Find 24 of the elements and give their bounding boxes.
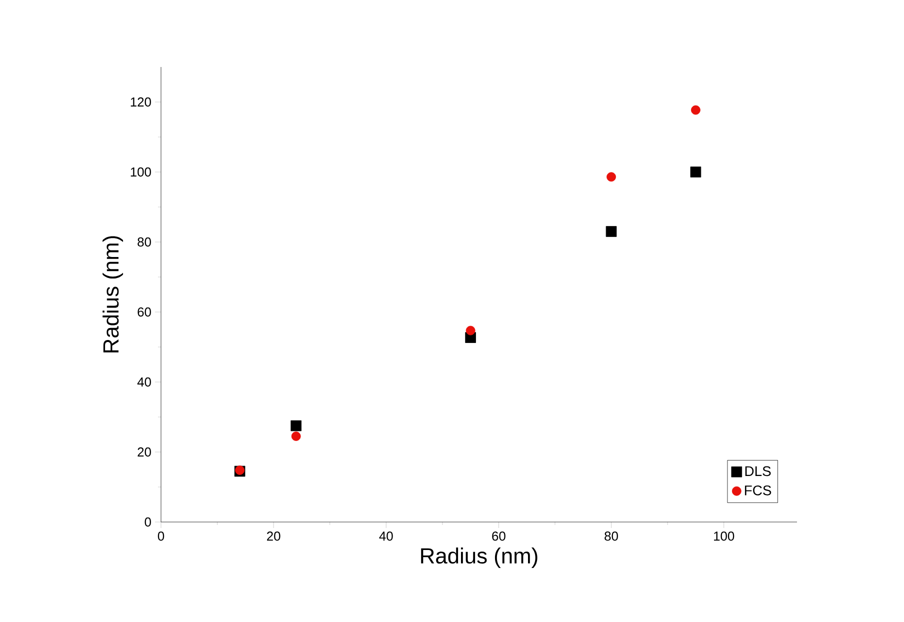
point — [690, 166, 702, 178]
y-tick-label: 80 — [138, 237, 151, 247]
y-tick-label: 40 — [137, 377, 151, 387]
point — [290, 420, 302, 432]
x-tick-label: 80 — [604, 532, 618, 541]
x-tick-label: 20 — [267, 532, 280, 541]
point — [606, 226, 617, 237]
point — [291, 432, 301, 441]
x-tick-label: 0 — [158, 532, 164, 541]
y-tick-label: 20 — [138, 447, 151, 457]
legend-label: DLS — [745, 466, 771, 476]
y-axis-title: Radius (nm) — [102, 236, 124, 352]
point — [606, 172, 616, 182]
y-tick-label: 100 — [130, 167, 151, 177]
point — [466, 326, 476, 336]
y-tick-label: 120 — [130, 97, 151, 107]
x-axis-title: Radius (nm) — [421, 548, 538, 568]
x-tick-label: 60 — [492, 532, 506, 541]
y-tick-label: 60 — [138, 307, 151, 317]
legend-label: FCS — [744, 485, 772, 496]
x-tick-label: 100 — [714, 532, 734, 541]
y-tick-label: 0 — [144, 517, 151, 527]
point — [690, 105, 700, 115]
x-tick-label: 40 — [379, 532, 393, 541]
